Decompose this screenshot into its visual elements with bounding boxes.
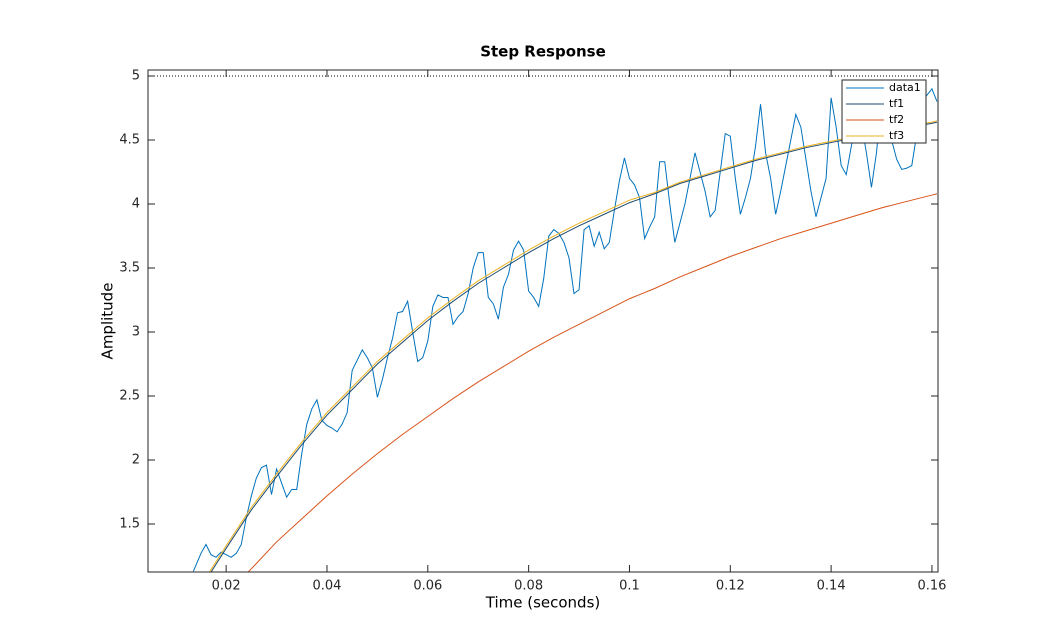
y-axis-label: Amplitude bbox=[99, 283, 117, 360]
legend-box bbox=[841, 79, 927, 144]
legend-label: tf1 bbox=[889, 97, 904, 110]
x-tick-label: 0.1 bbox=[619, 579, 640, 594]
series-line bbox=[208, 120, 938, 572]
y-tick-label: 3.5 bbox=[119, 261, 140, 276]
x-tick-label: 0.02 bbox=[212, 579, 241, 594]
y-tick-label: 4.5 bbox=[119, 133, 140, 148]
x-tick-label: 0.14 bbox=[817, 579, 846, 594]
y-tick-label: 2.5 bbox=[119, 389, 140, 404]
x-tick-label: 0.06 bbox=[413, 579, 442, 594]
x-axis-label: Time (seconds) bbox=[485, 594, 601, 612]
legend-label: data1 bbox=[889, 81, 921, 94]
lines bbox=[148, 75, 938, 572]
x-tick-label: 0.12 bbox=[716, 579, 745, 594]
x-tick-label: 0.08 bbox=[514, 579, 543, 594]
series-line bbox=[247, 193, 938, 572]
legend: data1 tf1 tf2 tf3 bbox=[841, 79, 927, 144]
x-tick-label: 0.04 bbox=[312, 579, 341, 594]
chart-title: Step Response bbox=[480, 43, 606, 61]
legend-label: tf2 bbox=[889, 113, 904, 126]
plot-area bbox=[148, 70, 938, 572]
y-tick-label: 1.5 bbox=[119, 517, 140, 532]
series-line bbox=[192, 87, 938, 572]
x-tick-label: 0.16 bbox=[917, 579, 946, 594]
series-line bbox=[210, 121, 938, 572]
y-tick-label: 4 bbox=[132, 197, 140, 212]
axes-box bbox=[147, 69, 939, 573]
y-tick-label: 5 bbox=[132, 69, 140, 84]
legend-label: tf3 bbox=[889, 129, 904, 142]
y-tick-label: 2 bbox=[132, 453, 140, 468]
y-tick-label: 3 bbox=[132, 325, 140, 340]
